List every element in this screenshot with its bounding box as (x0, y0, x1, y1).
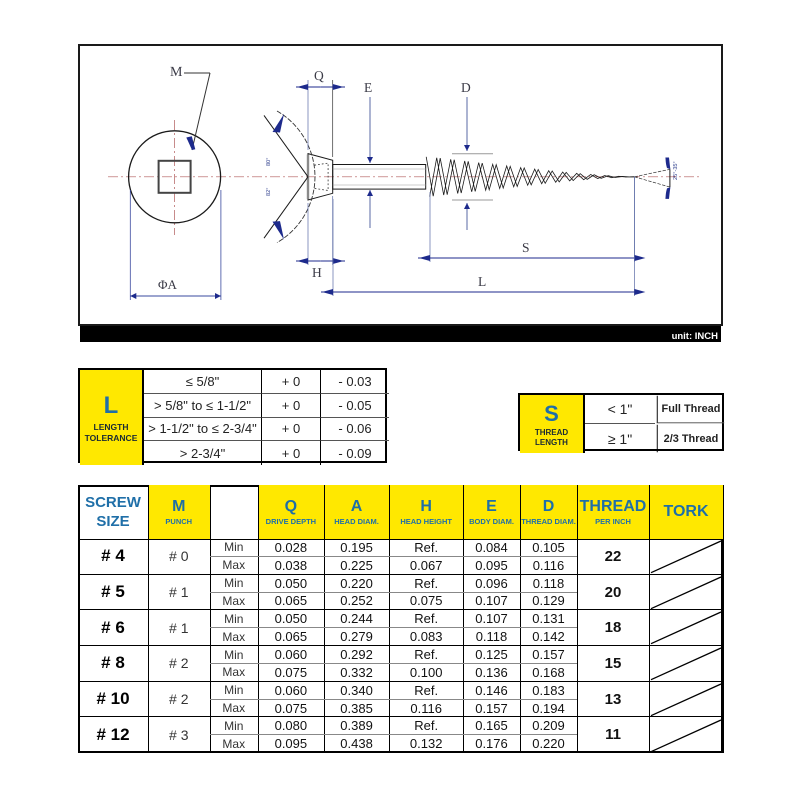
svg-text:25°-35°: 25°-35° (673, 161, 679, 180)
svg-text:Q: Q (314, 68, 324, 83)
svg-text:D: D (461, 80, 471, 95)
svg-text:S: S (522, 240, 530, 255)
svg-text:80°: 80° (266, 158, 272, 166)
svg-text:ΦA: ΦA (158, 277, 178, 292)
svg-text:H: H (312, 265, 322, 280)
svg-text:82°: 82° (266, 188, 272, 196)
svg-text:E: E (364, 80, 372, 95)
svg-text:M: M (170, 65, 183, 80)
svg-text:L: L (478, 274, 486, 289)
